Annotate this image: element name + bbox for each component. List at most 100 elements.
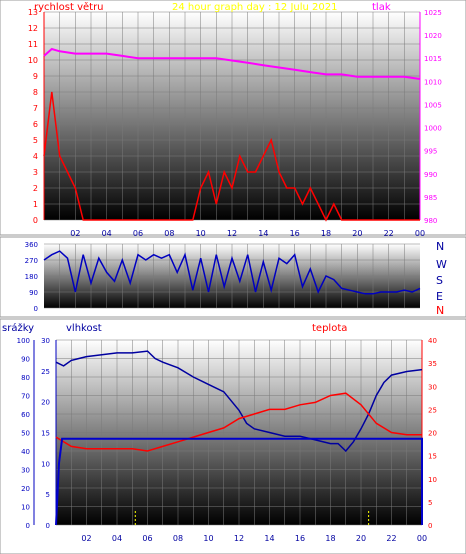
wind-tick-label: 2 [33, 184, 38, 193]
time-tick-label: 20 [352, 229, 362, 238]
direction-tick-label: 90 [29, 289, 38, 297]
time-tick-label: 14 [264, 534, 274, 543]
wind-tick-label: 10 [28, 56, 38, 65]
time-tick-label: 12 [227, 229, 237, 238]
time-tick-label: 06 [142, 534, 152, 543]
wind-tick-label: 1 [33, 200, 38, 209]
temperature-tick-label: 30 [428, 383, 437, 391]
time-tick-label: 16 [290, 229, 300, 238]
pressure-tick-label: 1005 [424, 101, 442, 109]
humidity-tick-label: 100 [17, 337, 30, 345]
direction-tick-label: 270 [25, 257, 38, 265]
time-tick-label: 22 [386, 534, 396, 543]
time-tick-label: 00 [415, 229, 425, 238]
rain-tick-label: 10 [41, 460, 50, 468]
pressure-tick-label: 980 [424, 217, 437, 225]
rain-tick-label: 5 [46, 491, 50, 499]
wind-direction-line [43, 250, 421, 295]
time-tick-label: 10 [196, 229, 206, 238]
pressure-tick-label: 1015 [424, 55, 442, 63]
wind-series [43, 47, 421, 222]
pressure-tick-label: 1020 [424, 32, 442, 40]
wind-tick-label: 3 [33, 168, 38, 177]
humidity-tick-label: 10 [21, 504, 30, 512]
time-tick-label: 16 [295, 534, 305, 543]
rain-tick-label: 30 [41, 337, 50, 345]
rain-axis-ticks: 0 5 10 15 20 25 30 [41, 337, 50, 530]
wind-tick-label: 12 [28, 24, 38, 33]
pressure-tick-label: 990 [424, 171, 437, 179]
direction-n-bottom: N [436, 304, 444, 317]
wind-speed-label: rychlost větru [34, 1, 104, 13]
wind-grid [43, 11, 421, 221]
humidity-line [55, 350, 423, 453]
temperature-tick-label: 5 [428, 499, 432, 507]
pressure-line [43, 47, 421, 80]
pressure-tick-label: 995 [424, 148, 437, 156]
humidity-tick-label: 30 [21, 467, 30, 475]
temperature-tick-label: 10 [428, 476, 437, 484]
wind-tick-label: 11 [28, 40, 38, 49]
direction-e: E [436, 290, 443, 303]
wind-tick-label: 8 [33, 88, 38, 97]
humidity-temp-series [55, 350, 423, 526]
direction-tick-label: 0 [34, 305, 38, 313]
direction-tick-label: 180 [25, 273, 38, 281]
wind-tick-label: 4 [33, 152, 38, 161]
temperature-tick-label: 15 [428, 453, 437, 461]
humidity-tick-label: 60 [21, 411, 30, 419]
direction-series [43, 250, 421, 295]
humidity-tick-label: 40 [21, 448, 30, 456]
time-tick-label: 02 [70, 229, 80, 238]
rain-tick-label: 0 [46, 522, 50, 530]
time-tick-label: 20 [356, 534, 366, 543]
humidity-tick-label: 50 [21, 430, 30, 438]
temperature-tick-label: 40 [428, 337, 437, 345]
chart-title: 24 hour graph day : 12 Julu 2021 [172, 2, 338, 13]
time-tick-label: 08 [173, 534, 183, 543]
wind-speed-line [43, 91, 420, 222]
time-tick-label: 04 [102, 229, 112, 238]
pressure-tick-label: 1000 [424, 125, 442, 133]
wind-tick-label: 0 [33, 216, 38, 225]
direction-s: S [436, 274, 443, 287]
humidity-grid [33, 339, 423, 526]
temperature-line [55, 392, 422, 452]
direction-tick-label: 360 [25, 241, 38, 249]
time-tick-label: 18 [325, 534, 335, 543]
temperature-label: teplota [312, 323, 347, 334]
rain-tick-label: 20 [41, 399, 50, 407]
rain-tick-label: 25 [41, 368, 50, 376]
humidity-tick-label: 80 [21, 374, 30, 382]
time-tick-label: 06 [133, 229, 143, 238]
temperature-tick-label: 20 [428, 430, 437, 438]
time-tick-label: 14 [258, 229, 268, 238]
wind-tick-label: 13 [28, 8, 38, 17]
humidity-tick-label: 70 [21, 393, 30, 401]
wind-tick-label: 9 [33, 72, 38, 81]
temperature-tick-label: 0 [428, 522, 432, 530]
pressure-label: tlak [372, 2, 391, 13]
direction-w: W [436, 258, 447, 271]
rain-line [55, 437, 423, 526]
direction-axis-ticks: 0 90 180 270 360 [25, 241, 38, 313]
pressure-axis-ticks: 980 985 990 995 1000 1005 1010 1015 1020 1025 [424, 9, 442, 225]
temperature-axis-ticks: 0 5 10 15 20 25 30 35 40 [428, 337, 437, 530]
time-tick-label: 04 [112, 534, 122, 543]
humidity-label: vlhkost [66, 323, 102, 334]
time-tick-label: 12 [234, 534, 244, 543]
wind-tick-label: 5 [33, 136, 38, 145]
temperature-tick-label: 25 [428, 406, 437, 414]
rain-tick-label: 15 [41, 430, 50, 438]
time-tick-label: 18 [321, 229, 331, 238]
time-tick-label: 00 [417, 534, 427, 543]
pressure-tick-label: 1010 [424, 78, 442, 86]
time-tick-label: 10 [203, 534, 213, 543]
wind-tick-label: 7 [33, 104, 38, 113]
wind-tick-label: 6 [33, 120, 38, 129]
time-tick-label: 08 [164, 229, 174, 238]
time-axis-ticks-bottom: 02 04 06 08 10 12 14 16 18 20 22 00 [81, 534, 427, 543]
humidity-tick-label: 20 [21, 485, 30, 493]
